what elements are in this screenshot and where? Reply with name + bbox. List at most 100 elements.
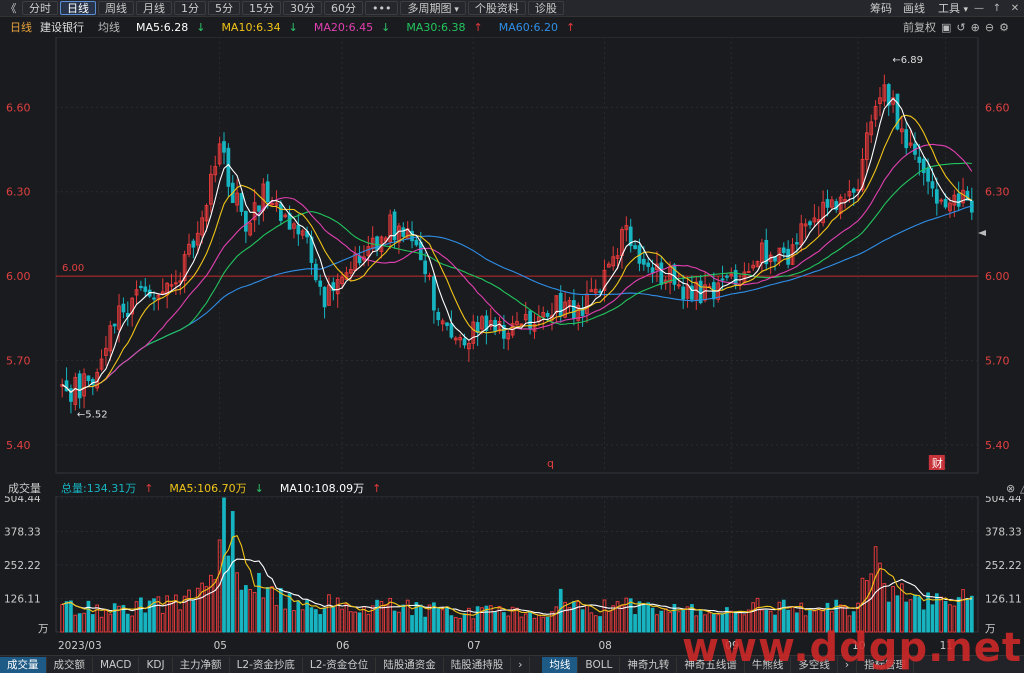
candle-body [611,256,616,267]
candle [134,280,139,305]
back-icon[interactable]: 《 [5,2,17,15]
candle [305,226,309,244]
period-tab-3[interactable]: 月线 [136,1,172,15]
indicator-tab-12[interactable]: 神奇九转 [620,656,678,673]
minimize-icon[interactable]: — [974,3,984,14]
volume-bar [300,609,305,633]
candle [104,336,108,366]
candle-body [331,282,336,292]
candle [786,240,790,269]
candle-body [908,142,913,146]
indicator-tab-0[interactable]: 成交量 [0,656,47,673]
volume-bar [121,604,126,633]
indicator-tab-6[interactable]: L2-资金仓位 [303,656,377,673]
settings-icon[interactable]: ⚙ [999,20,1009,34]
y-tick-right: 6.00 [985,270,1010,283]
indicator-tab-10[interactable]: 均线 [542,656,579,673]
period-tab-0[interactable]: 分时 [22,1,58,15]
ma60-value: MA60:6.20 ↑ [498,20,576,34]
close-icon[interactable]: ✕ [1010,3,1020,14]
price-chart[interactable]: 5.40 5.40 5.70 5.70 6.00 6.00 6.30 6.30 6.60 6.60… [0,37,1024,480]
candle-body [104,347,108,356]
volume-bar [77,613,82,633]
avg-label[interactable]: 均线 [98,21,120,34]
candle [843,193,847,209]
candle-body [497,320,502,332]
volume-bar [497,605,502,633]
volume-bar [130,615,135,633]
candle-body [956,193,961,207]
adjust-button[interactable]: 前复权 [903,21,936,34]
low-label: ←5.52 [77,409,108,420]
indicator-tab-17[interactable]: 指标管理 [857,656,915,673]
period-tab-11[interactable]: 个股资料 [467,1,526,15]
y-tick-left: 5.40 [6,439,31,452]
ma5-line [61,97,973,394]
period-tab-10[interactable]: 多周期图 [400,1,466,15]
volume-bar [257,572,261,633]
chips-button[interactable]: 筹码 [870,2,892,15]
candle-body [436,311,441,321]
zoom-out-icon[interactable]: ⊖ [984,20,995,34]
candle-body [921,158,926,174]
candle-body [554,295,559,314]
lock-icon[interactable]: ▣ [941,20,952,34]
candle [73,372,78,411]
candle [187,233,191,258]
period-tab-6[interactable]: 15分 [242,1,281,15]
period-tab-1[interactable]: 日线 [60,1,96,15]
indicator-tab-7[interactable]: 陆股通资金 [376,656,444,673]
volume-bar [139,597,143,633]
volume-bar [777,601,782,633]
candle-body [865,132,869,161]
candle [335,273,340,308]
period-tab-5[interactable]: 5分 [208,1,240,15]
tools-button[interactable]: 工具 ▾ [938,2,969,15]
period-tab-9[interactable]: ••• [365,1,399,15]
close-panel-icon[interactable]: ⊗ [1006,481,1016,495]
period-tab-8[interactable]: 60分 [324,1,363,15]
period-tab-2[interactable]: 周线 [98,1,134,15]
candle-body [274,202,279,206]
candle [366,235,371,267]
volume-bar [327,594,331,633]
candle [427,272,432,281]
indicator-tab-13[interactable]: 神奇五线谱 [677,656,745,673]
arrow-up-icon[interactable]: ↑ [992,3,1002,14]
indicator-tab-11[interactable]: BOLL [578,656,621,673]
indicator-tab-8[interactable]: 陆股通持股 [444,656,512,673]
candle-body [904,129,909,149]
candle-body [624,225,629,231]
volume-bar [786,609,790,633]
indicator-tab-14[interactable]: 牛熊线 [745,656,792,673]
expand-panel-icon[interactable]: △ [1020,482,1024,495]
indicator-tab-16[interactable]: › [838,656,858,673]
period-tab-4[interactable]: 1分 [174,1,206,15]
indicator-tab-9[interactable]: › [511,656,531,673]
zoom-in-icon[interactable]: ⊕ [970,20,980,34]
candle-body [213,166,218,176]
volume-bar [956,597,961,633]
volume-bar [292,610,296,633]
indicator-tab-3[interactable]: KDJ [139,656,173,673]
indicator-tab-15[interactable]: 多空线 [791,656,838,673]
indicator-tab-1[interactable]: 成交额 [47,656,93,673]
volume-bar [532,617,537,633]
indicator-tab-2[interactable]: MACD [93,656,140,673]
period-tab-12[interactable]: 诊股 [527,1,564,15]
draw-line-button[interactable]: 画线 [903,2,925,15]
undo-icon[interactable]: ↺ [956,20,966,34]
candle-body [795,242,799,245]
candle [222,132,226,165]
period-tab-7[interactable]: 30分 [283,1,322,15]
volume-chart[interactable]: 126.11 126.11 252.22 252.22 378.33 378.33 504.… [0,496,1024,655]
candle-body [821,201,825,224]
indicator-tab-4[interactable]: 主力净额 [173,656,230,673]
candle [873,100,878,127]
candle-body [300,230,305,236]
volume-bar [571,601,576,633]
volume-bar [746,609,751,633]
candle-body [318,280,323,287]
indicator-tab-5[interactable]: L2-资金抄底 [230,656,303,673]
